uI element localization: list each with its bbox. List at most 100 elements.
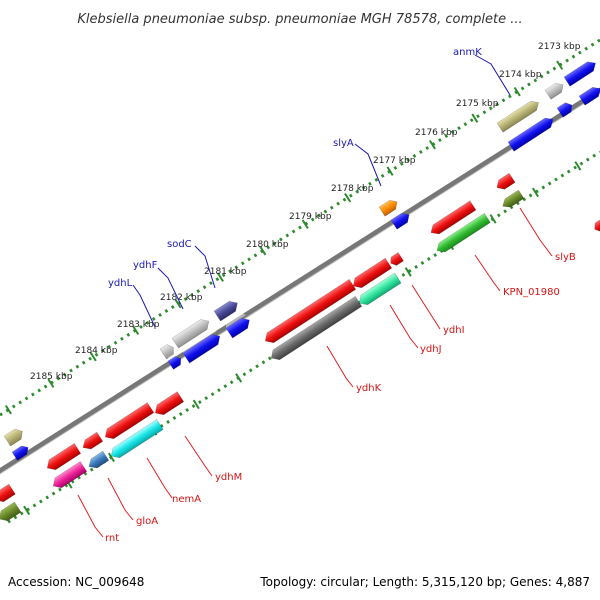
- track-tick: [216, 272, 224, 282]
- leader-ydhK: [326, 345, 354, 388]
- gene-label-gloA[interactable]: gloA: [136, 516, 158, 527]
- track-tick: [556, 60, 564, 70]
- gene-nemA-feature[interactable]: [100, 400, 155, 442]
- leader-slyB: [519, 207, 553, 257]
- gene-anmK-feature[interactable]: [495, 95, 541, 133]
- track-tick: [489, 214, 497, 224]
- gene-label-slyA[interactable]: slyA: [333, 138, 354, 149]
- gene-slyA-feature[interactable]: [377, 195, 400, 217]
- outer-track-ticks: [4, 60, 564, 415]
- leader-ydhI: [411, 284, 441, 330]
- leader-sodC: [194, 245, 216, 289]
- accession-text: Accession: NC_009648: [8, 575, 144, 589]
- track-tick: [259, 245, 267, 256]
- gene-ydhM-feature[interactable]: [150, 389, 185, 418]
- gene-label-ydhJ[interactable]: ydhJ: [420, 344, 442, 355]
- kbp-labels: 2173 kbp 2174 kbp 2175 kbp 2176 kbp 2177…: [30, 42, 581, 382]
- track-tick: [47, 378, 55, 388]
- leader-anmK: [474, 54, 511, 96]
- track-tick: [531, 187, 539, 198]
- track-tick: [386, 166, 394, 176]
- kbp-label: 2185 kbp: [30, 372, 73, 382]
- track-tick: [301, 219, 309, 229]
- gene-nemA2-feature[interactable]: [106, 417, 164, 461]
- gene-ydhJ-feature[interactable]: [348, 256, 393, 291]
- gene-ydhL-feature[interactable]: [158, 340, 176, 360]
- gene-left-blue-feature[interactable]: [10, 441, 30, 461]
- gene-rnt2-feature[interactable]: [48, 459, 88, 491]
- gene-forward-blue3-feature[interactable]: [555, 98, 574, 118]
- leader-ydhM: [184, 435, 213, 477]
- gene-slyA2-feature[interactable]: [389, 208, 412, 230]
- kbp-label: 2176 kbp: [415, 128, 458, 138]
- gene-label-anmK[interactable]: anmK: [453, 47, 482, 58]
- track-tick: [4, 404, 12, 415]
- gene-ydhF-feature[interactable]: [170, 314, 212, 349]
- gene-label-sodC[interactable]: sodC: [167, 239, 192, 250]
- track-tick: [89, 351, 97, 362]
- leader-gloA: [107, 477, 134, 521]
- gene-label-rnt[interactable]: rnt: [105, 533, 119, 544]
- reverse-gene-leaders: [77, 207, 553, 538]
- gene-ydhK2-feature[interactable]: [266, 294, 363, 363]
- track-tick: [192, 399, 200, 410]
- kbp-label: 2184 kbp: [75, 346, 118, 356]
- gene-slyB-feature[interactable]: [492, 171, 516, 193]
- gene-ydhF2-feature[interactable]: [181, 329, 223, 364]
- gene-KPN_01980-2-feature[interactable]: [432, 211, 491, 255]
- gene-ydhJ2-feature[interactable]: [354, 270, 402, 308]
- map-title: Klebsiella pneumoniae subsp. pneumoniae …: [77, 12, 522, 27]
- kbp-label: 2175 kbp: [456, 99, 499, 109]
- kbp-label: 2183 kbp: [117, 320, 160, 330]
- track-tick: [471, 113, 479, 123]
- track-tick: [574, 161, 582, 171]
- kbp-label: 2180 kbp: [246, 240, 289, 250]
- kbp-label: 2178 kbp: [331, 184, 374, 194]
- gene-label-ydhM[interactable]: ydhM: [215, 472, 242, 483]
- track-tick: [404, 267, 412, 277]
- kbp-label: 2179 kbp: [289, 212, 332, 222]
- genome-backbone: [0, 87, 600, 475]
- gene-left-red-feature[interactable]: [0, 482, 16, 505]
- gene-sodC2-feature[interactable]: [224, 312, 252, 339]
- gene-label-nemA[interactable]: nemA: [172, 494, 201, 505]
- gene-label-ydhK[interactable]: ydhK: [356, 383, 382, 394]
- gene-forward-blue-feature[interactable]: [562, 56, 598, 87]
- gene-label-ydhL[interactable]: ydhL: [108, 278, 133, 289]
- gene-label-slyB[interactable]: slyB: [555, 252, 576, 263]
- gene-ydhK-feature[interactable]: [260, 277, 357, 346]
- leader-slyA: [354, 143, 382, 187]
- gene-sodC-feature[interactable]: [212, 295, 240, 322]
- leader-ydhF: [157, 267, 184, 310]
- gene-gloA2-feature[interactable]: [84, 449, 110, 472]
- track-tick: [344, 192, 352, 203]
- track-tick: [235, 373, 243, 383]
- reverse-gene-labels: slyB KPN_01980 ydhI ydhJ ydhK ydhM nemA …: [105, 252, 576, 544]
- kbp-label: 2181 kbp: [204, 267, 247, 277]
- gene-rnt-feature[interactable]: [42, 441, 82, 473]
- gene-label-KPN_01980[interactable]: KPN_01980: [503, 287, 560, 298]
- track-tick: [23, 505, 31, 516]
- gene-left-green-feature[interactable]: [0, 499, 22, 524]
- gene-ydhI-feature[interactable]: [386, 250, 404, 267]
- gene-right-red-feature[interactable]: [590, 216, 600, 233]
- kbp-label: 2173 kbp: [538, 42, 581, 52]
- gene-forward-blue2-feature[interactable]: [506, 112, 556, 152]
- outer-kbp-track: [0, 38, 600, 417]
- track-tick: [174, 298, 182, 309]
- gene-KPN_01980-feature[interactable]: [426, 198, 477, 237]
- gene-slyB2-feature[interactable]: [498, 187, 525, 210]
- track-tick: [428, 139, 436, 150]
- gene-label-ydhI[interactable]: ydhI: [443, 325, 465, 336]
- track-tick: [132, 325, 140, 335]
- gene-gloA-feature[interactable]: [78, 430, 104, 453]
- kbp-label: 2177 kbp: [373, 156, 416, 166]
- leader-rnt: [77, 494, 104, 538]
- gene-anmK2-feature[interactable]: [543, 78, 566, 100]
- gene-forward-blue4-feature[interactable]: [577, 81, 600, 106]
- gene-left-olive-feature[interactable]: [2, 424, 25, 447]
- gene-ydhL2-feature[interactable]: [166, 352, 183, 370]
- forward-gene-labels: anmK slyA sodC ydhF ydhL: [108, 47, 482, 289]
- gene-label-ydhF[interactable]: ydhF: [133, 260, 158, 271]
